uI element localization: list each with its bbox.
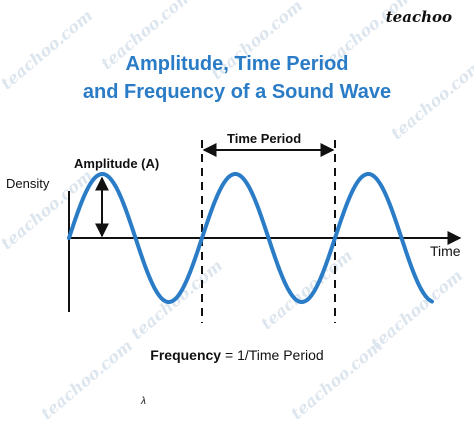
- time-period-label: Time Period: [227, 131, 302, 146]
- title-line-1: Amplitude, Time Period: [125, 53, 349, 75]
- amplitude-label: Amplitude (A): [74, 156, 160, 171]
- x-axis-label: Time: [430, 243, 461, 259]
- lambda-symbol: λ: [141, 396, 146, 407]
- sound-wave: [67, 172, 434, 304]
- formula-term: Frequency: [150, 347, 222, 363]
- y-axis-label: Density: [6, 176, 50, 191]
- formula-expression: = 1/Time Period: [221, 347, 324, 363]
- frequency-formula: Frequency = 1/Time Period: [0, 347, 474, 363]
- title-line-2: and Frequency of a Sound Wave: [82, 81, 392, 103]
- brand-logo: teachoo: [385, 8, 452, 26]
- diagram-title: Amplitude, Time Period and Frequency of …: [0, 50, 474, 106]
